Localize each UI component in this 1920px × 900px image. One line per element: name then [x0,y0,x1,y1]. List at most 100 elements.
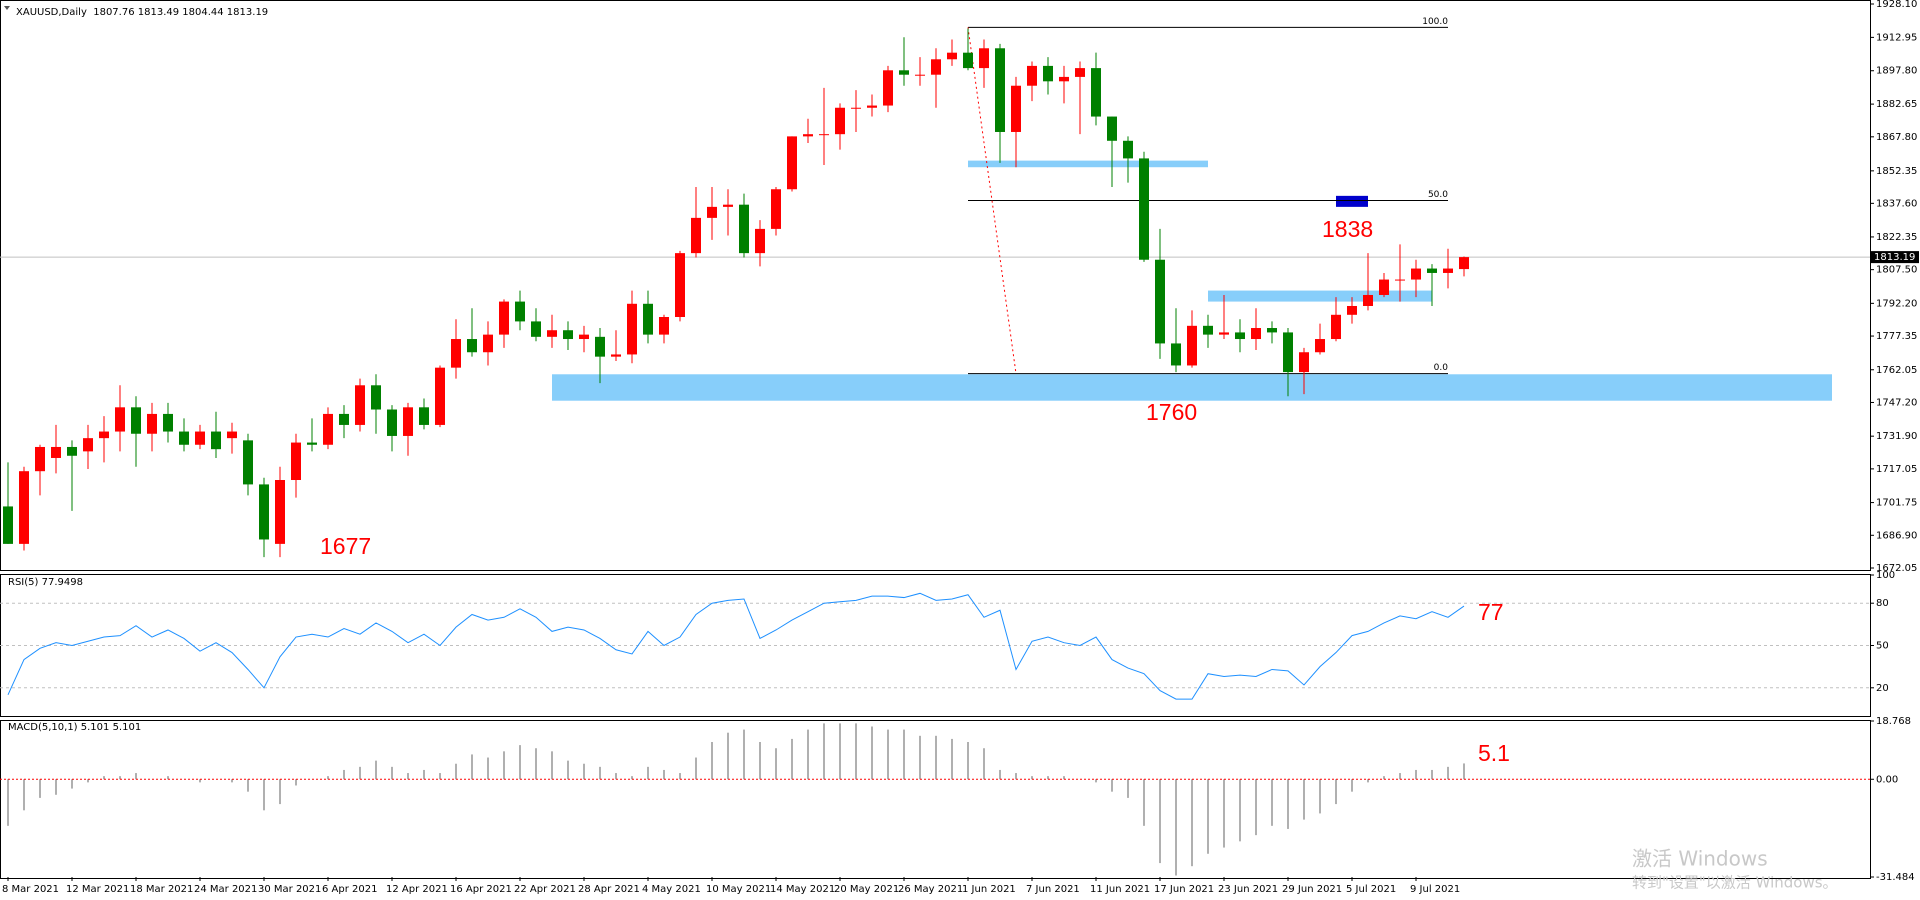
annotation: 1677 [320,533,371,559]
menu-icon[interactable] [4,6,10,10]
zone [1208,290,1432,302]
candle-body [1347,305,1357,315]
watermark: 激活 Windows [1632,847,1768,871]
candle-body [883,70,893,106]
candle-body [1075,68,1085,77]
candle-body [307,442,317,445]
candle-body [211,431,221,450]
candle-body [323,413,333,445]
candle-body [1091,68,1101,117]
y-tick-label: -31.484 [1876,872,1915,883]
candle-body [371,385,381,410]
candle-body [835,107,845,135]
candle-body [739,204,749,254]
last-price-label: 1813.19 [1874,252,1915,263]
candle-body [355,385,365,425]
watermark-sub: 转到"设置"以激活 Windows。 [1632,874,1838,892]
y-tick-label: 80 [1876,598,1889,609]
candle-body [931,59,941,75]
price-panel [0,0,1871,571]
x-tick-label: 9 Jul 2021 [1410,884,1460,895]
x-tick-label: 23 Jun 2021 [1218,884,1278,895]
x-tick-label: 29 Jun 2021 [1282,884,1342,895]
candle-body [1251,328,1261,340]
candle-body [979,48,989,69]
candle-body [643,303,653,335]
candle-body [563,330,573,340]
candle-body [195,431,205,445]
y-tick-label: 1807.50 [1876,265,1917,276]
candle-body [131,407,141,434]
candle-body [19,471,29,544]
candle-body [1427,268,1437,273]
annotation: 1838 [1322,216,1373,242]
candle-body [595,336,605,357]
candle-body [755,228,765,254]
candle-body [867,105,877,108]
candle-body [419,407,429,425]
candle-body [35,446,45,472]
candle-body [3,506,13,544]
candle-body [819,134,829,136]
rsi-line [7,592,1465,700]
candle-body [467,339,477,353]
x-tick-label: 12 Mar 2021 [66,884,129,895]
y-tick-label: 1672.05 [1876,563,1917,574]
candle-body [611,354,621,357]
x-tick-label: 4 May 2021 [642,884,701,895]
y-tick-label: 100 [1876,570,1895,581]
x-tick-label: 11 Jun 2021 [1090,884,1150,895]
candle-body [1027,65,1037,86]
candle-body [1411,268,1421,280]
x-tick-label: 24 Mar 2021 [194,884,257,895]
candle-body [1267,328,1277,333]
candle-body [147,413,157,434]
x-tick-label: 1 Jun 2021 [962,884,1016,895]
candle-body [387,409,397,436]
y-tick-label: 1882.65 [1876,99,1917,110]
candle-body [547,330,557,337]
fib-label: 100.0 [1422,17,1448,27]
y-tick-label: 18.768 [1876,716,1911,727]
x-tick-label: 16 Apr 2021 [450,884,512,895]
chart-title: XAUUSD,Daily 1807.76 1813.49 1804.44 181… [16,7,268,18]
candle-body [227,431,237,439]
candle-body [1059,76,1069,82]
candle-body [915,74,925,76]
candle-body [1235,332,1245,340]
candle-body [1363,294,1373,306]
candle-body [115,407,125,432]
candle-body [1379,279,1389,295]
annotation: 5.1 [1478,740,1510,766]
y-tick-label: 1747.20 [1876,397,1917,408]
x-tick-label: 20 May 2021 [834,884,899,895]
y-tick-label: 1717.05 [1876,464,1917,475]
x-tick-label: 26 May 2021 [898,884,963,895]
candle-body [1395,279,1405,281]
annotation: 77 [1478,599,1504,625]
y-tick-label: 1837.60 [1876,198,1917,209]
fib-label: 0.0 [1434,363,1449,373]
candle-body [1171,343,1181,366]
zone [552,374,1832,401]
candle-body [1107,116,1117,141]
candle-body [579,334,589,340]
candle-body [163,413,173,432]
candle-body [1139,158,1149,260]
candle-body [275,480,285,544]
candle-body [1299,352,1309,373]
candle-body [707,206,717,218]
last-price-box [1871,251,1919,264]
annotation: 1760 [1146,399,1197,425]
candle-body [243,440,253,485]
fib-trend [967,27,1017,374]
candle-body [723,204,733,207]
y-tick-label: 1928.10 [1876,0,1917,10]
candle-body [1443,268,1453,273]
x-tick-label: 18 Mar 2021 [130,884,193,895]
y-tick-label: 20 [1876,683,1889,694]
candle-body [531,321,541,337]
y-tick-label: 50 [1876,641,1889,652]
